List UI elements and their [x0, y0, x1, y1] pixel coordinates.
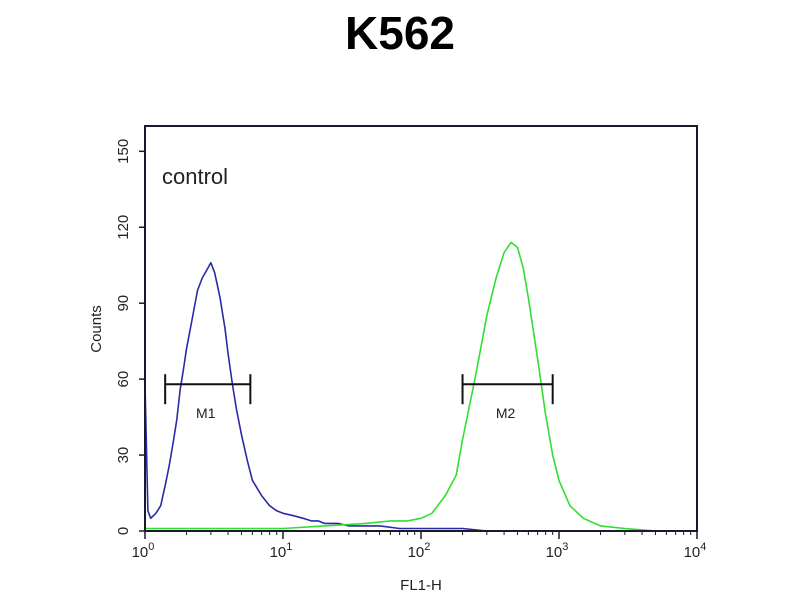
- gate-marker-m2: M2: [461, 374, 554, 421]
- x-axis-label: FL1-H: [400, 577, 442, 594]
- gate-marker-m1: M1: [164, 374, 252, 421]
- y-axis-label: Counts: [88, 305, 105, 353]
- series-line-1: [144, 261, 697, 532]
- x-tick-label: 100: [132, 541, 155, 561]
- x-tick-label: 103: [546, 541, 569, 561]
- y-tick-label: 120: [115, 215, 132, 240]
- x-tick-label: 104: [684, 541, 707, 561]
- chart-title: K562: [345, 7, 455, 59]
- gate-marker-label: M2: [496, 405, 516, 421]
- control-annotation: control: [162, 164, 228, 189]
- y-tick-label: 60: [115, 371, 132, 388]
- gate-marker-label: M1: [196, 405, 216, 421]
- y-tick-label: 90: [115, 295, 132, 312]
- x-tick-label: 102: [408, 541, 431, 561]
- y-tick-label: 0: [115, 527, 132, 535]
- y-tick-label: 150: [115, 139, 132, 164]
- x-tick-label: 101: [270, 541, 293, 561]
- y-tick-label: 30: [115, 447, 132, 464]
- series-line-2: [145, 241, 697, 532]
